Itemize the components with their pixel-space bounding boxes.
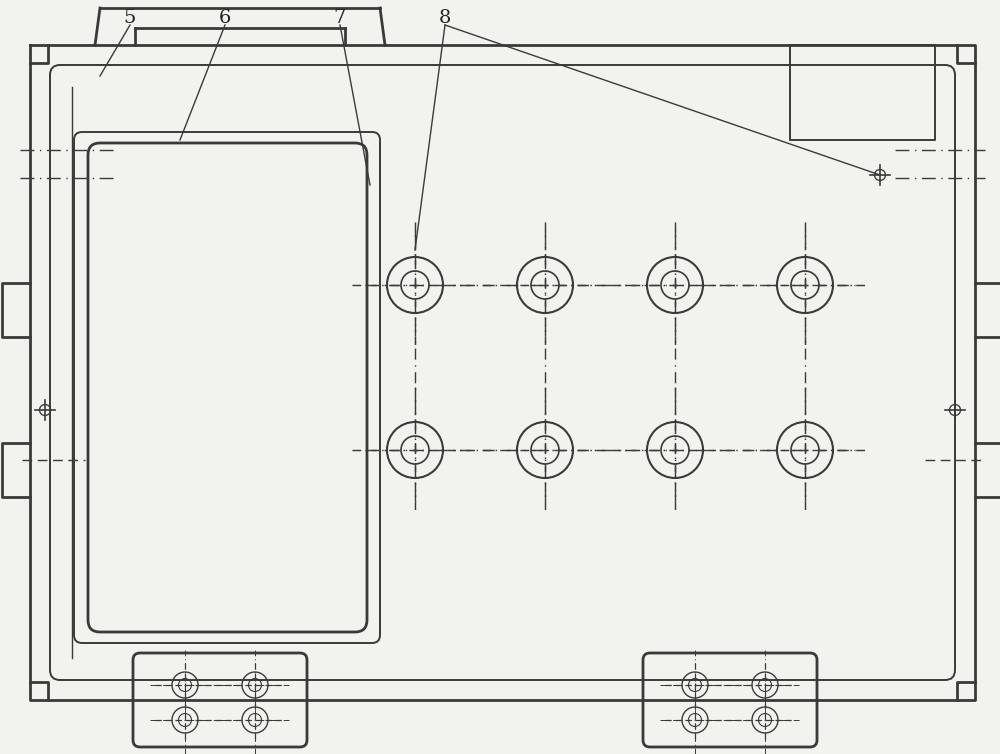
Text: 7: 7 [334,9,346,27]
Text: 8: 8 [439,9,451,27]
Text: 5: 5 [124,9,136,27]
Text: 6: 6 [219,9,231,27]
